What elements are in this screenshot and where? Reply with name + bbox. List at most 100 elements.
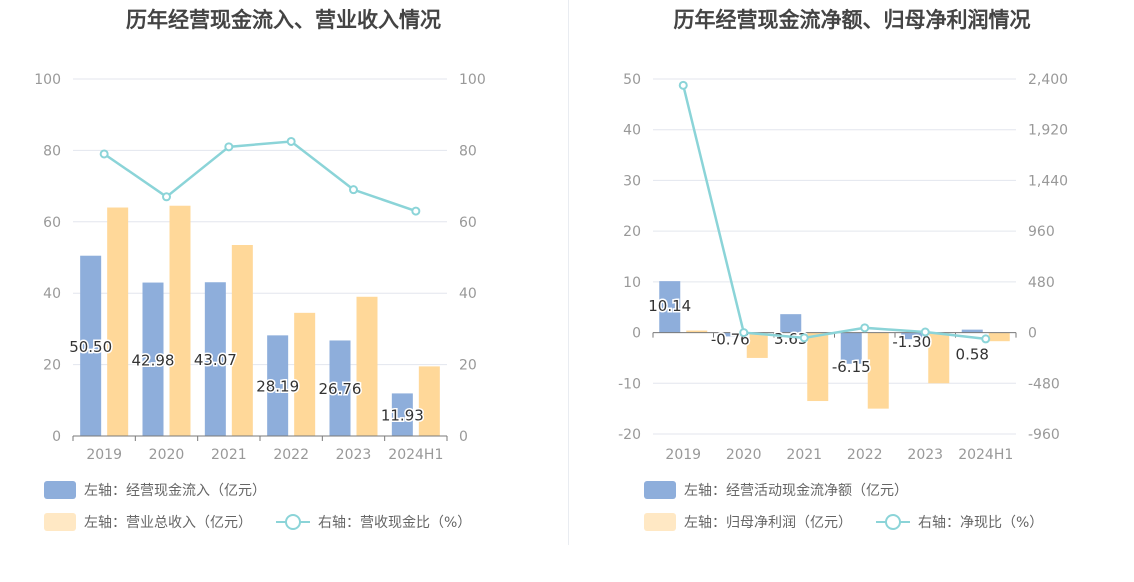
bar (961, 329, 983, 333)
chart-plot-area: -20 -10 0 10 20 30 40 50 -960 -480 0 480 960 1,440 1,9… (618, 72, 1068, 463)
bar-value-label: 43.07 (194, 351, 237, 369)
y-right-tick-label: 60 (459, 215, 477, 231)
legend-label: 右轴：营收现金比（%） (318, 515, 472, 531)
legend-swatch-bar-icon (44, 481, 76, 499)
legend-row-1: 左轴：经营活动现金流净额（亿元） (644, 480, 932, 500)
legend-item-cash-inflow[interactable]: 左轴：经营现金流入（亿元） (44, 480, 266, 500)
bar (107, 207, 129, 436)
legend-swatch-bar-icon (44, 513, 76, 531)
bar (928, 332, 950, 384)
y-left-tick-label: 20 (43, 358, 61, 374)
bar (294, 312, 316, 436)
legend-item-net-cash-ratio[interactable]: 右轴：净现比（%） (876, 512, 1043, 532)
bar (418, 366, 440, 436)
y-right-tick-label: 0 (1028, 326, 1037, 342)
y-left-tick-label: 100 (34, 72, 61, 88)
y-left-tick-label: 50 (623, 72, 641, 88)
legend-label: 左轴：经营现金流入（亿元） (84, 483, 266, 499)
chart-plot-area: 0 20 40 60 80 100 0 20 40 60 80 100 2019 2020 2021 2022… (34, 72, 486, 463)
bar (391, 393, 413, 436)
y-left-tick-label: 40 (43, 286, 61, 302)
chart-title: 历年经营现金流入、营业收入情况 (126, 8, 441, 32)
bar-value-label: 42.98 (132, 351, 175, 369)
y-right-tick-label: 960 (1028, 224, 1055, 240)
bar (231, 245, 253, 436)
y-right-tick-label: -480 (1028, 376, 1060, 392)
line-point (860, 323, 870, 333)
x-tick-label: 2021 (786, 447, 822, 463)
bar-value-label: 28.19 (256, 378, 299, 396)
line-point (411, 206, 421, 216)
bar-value-label: 0.58 (956, 346, 989, 364)
y-right-tick-label: 480 (1028, 275, 1055, 291)
bar (204, 282, 226, 436)
series-line (682, 85, 986, 341)
bar (686, 330, 708, 333)
line-point (224, 142, 234, 152)
y-left-tick-label: 30 (623, 173, 641, 189)
bar (169, 205, 191, 436)
line-point (981, 334, 991, 344)
y-left-tick-label: 80 (43, 143, 61, 159)
y-right-tick-label: 80 (459, 143, 477, 159)
line-point (920, 327, 930, 337)
net-cashflow-profit-chart: 历年经营现金流净额、归母净利润情况 -20 -10 0 10 20 30 40 50 -960-… (570, 0, 1134, 582)
line-point (739, 328, 749, 338)
y-right-tick-label: 1,440 (1028, 173, 1068, 189)
x-tick-label: 2021 (211, 447, 247, 463)
legend-swatch-line-icon (876, 513, 910, 531)
bar-value-label: 50.50 (69, 338, 112, 356)
line-point (99, 149, 109, 159)
legend-item-net-cashflow[interactable]: 左轴：经营活动现金流净额（亿元） (644, 480, 908, 500)
y-left-tick-label: 10 (623, 275, 641, 291)
y-right-tick-label: 2,400 (1028, 72, 1068, 88)
line-point (799, 333, 809, 343)
legend-item-cash-ratio[interactable]: 右轴：营收现金比（%） (276, 512, 471, 532)
bar (780, 314, 802, 333)
bar-value-label: 10.14 (648, 297, 691, 315)
panel-divider (568, 0, 569, 545)
y-left-tick-label: -20 (618, 427, 641, 443)
x-tick-label: 2023 (907, 447, 943, 463)
y-right-tick-label: 20 (459, 358, 477, 374)
bar (80, 255, 102, 436)
line-point (162, 192, 171, 202)
legend-swatch-bar-icon (644, 481, 676, 499)
bar (988, 332, 1010, 342)
legend-item-net-profit[interactable]: 左轴：归母净利润（亿元） (644, 512, 852, 532)
x-tick-label: 2020 (149, 447, 185, 463)
legend-label: 右轴：净现比（%） (918, 515, 1044, 531)
bar (267, 335, 289, 436)
legend-row-1: 左轴：经营现金流入（亿元） (44, 480, 290, 500)
bar-value-label: -6.15 (832, 358, 871, 376)
y-right-tick-label: 1,920 (1028, 123, 1068, 139)
legend-row-2: 左轴：归母净利润（亿元） 右轴：净现比（%） (644, 512, 1067, 532)
y-left-tick-label: -10 (618, 376, 641, 392)
y-right-tick-label: 40 (459, 286, 477, 302)
bar-value-label: -1.30 (892, 333, 931, 351)
bar (659, 281, 681, 333)
y-left-tick-label: 0 (632, 326, 641, 342)
bar-value-label: 3.63 (774, 330, 807, 348)
legend-row-2: 左轴：营业总收入（亿元） 右轴：营收现金比（%） (44, 512, 495, 532)
y-right-tick-label: -960 (1028, 427, 1060, 443)
y-right-tick-label: 100 (459, 72, 486, 88)
legend-item-revenue[interactable]: 左轴：营业总收入（亿元） (44, 512, 252, 532)
x-tick-label: 2023 (336, 447, 372, 463)
legend-label: 左轴：营业总收入（亿元） (84, 515, 252, 531)
legend-swatch-line-icon (276, 513, 310, 531)
line-point (286, 136, 296, 146)
bar (142, 282, 164, 436)
y-right-tick-label: 0 (459, 429, 468, 445)
bar (840, 332, 862, 364)
cash-inflow-revenue-chart: 历年经营现金流入、营业收入情况 0 20 40 60 80 100 0 20 40 60 80 100… (34, 8, 495, 532)
y-left-tick-label: 0 (52, 429, 61, 445)
bar (807, 332, 829, 402)
line-point (678, 80, 688, 90)
x-tick-label: 2024H1 (388, 447, 443, 463)
bar-value-label: 26.76 (319, 380, 362, 398)
x-tick-label: 2020 (726, 447, 762, 463)
bar (746, 332, 768, 358)
x-tick-label: 2019 (86, 447, 122, 463)
series-line (103, 140, 417, 213)
